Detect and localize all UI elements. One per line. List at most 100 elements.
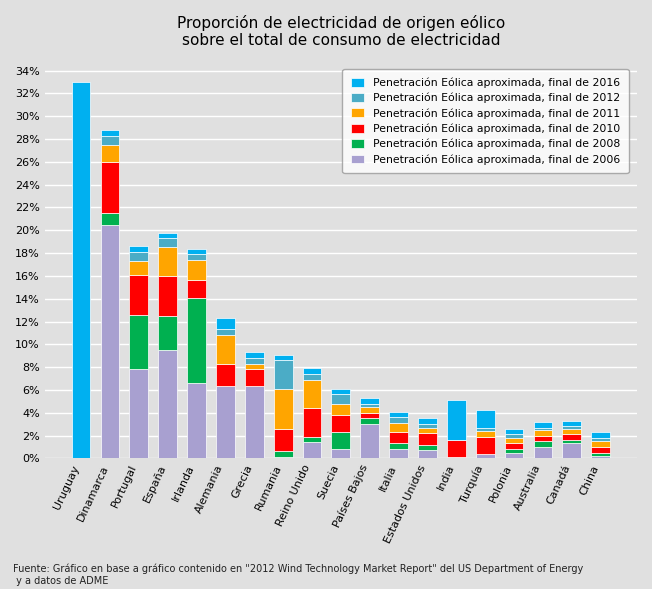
Bar: [274, 389, 293, 429]
Bar: [100, 224, 119, 458]
Bar: [476, 436, 495, 454]
Bar: [274, 457, 293, 458]
Bar: [129, 315, 148, 369]
Bar: [563, 429, 581, 434]
Bar: [100, 130, 119, 135]
Bar: [331, 449, 350, 458]
Bar: [187, 280, 206, 297]
Bar: [533, 447, 552, 458]
Bar: [418, 445, 437, 451]
Bar: [505, 452, 524, 458]
Bar: [187, 254, 206, 260]
Bar: [361, 398, 379, 403]
Bar: [331, 389, 350, 395]
Bar: [129, 369, 148, 458]
Bar: [389, 432, 408, 444]
Bar: [563, 426, 581, 429]
Bar: [187, 260, 206, 280]
Bar: [361, 424, 379, 458]
Bar: [533, 430, 552, 435]
Bar: [274, 355, 293, 360]
Bar: [389, 417, 408, 423]
Bar: [303, 380, 321, 408]
Bar: [505, 438, 524, 444]
Bar: [447, 400, 466, 440]
Bar: [158, 316, 177, 350]
Bar: [361, 418, 379, 424]
Bar: [274, 452, 293, 457]
Bar: [591, 438, 610, 441]
Bar: [303, 436, 321, 442]
Bar: [216, 318, 235, 329]
Bar: [187, 383, 206, 458]
Bar: [129, 274, 148, 315]
Bar: [476, 411, 495, 428]
Title: Proporción de electricidad de origen eólico
sobre el total de consumo de electri: Proporción de electricidad de origen eól…: [177, 15, 505, 48]
Bar: [100, 145, 119, 162]
Bar: [129, 252, 148, 261]
Bar: [245, 386, 263, 458]
Bar: [187, 297, 206, 383]
Bar: [158, 247, 177, 276]
Bar: [533, 428, 552, 430]
Bar: [303, 442, 321, 458]
Bar: [418, 428, 437, 434]
Bar: [303, 374, 321, 380]
Bar: [100, 162, 119, 213]
Bar: [245, 363, 263, 369]
Bar: [303, 408, 321, 436]
Bar: [245, 352, 263, 358]
Bar: [533, 422, 552, 428]
Bar: [476, 454, 495, 458]
Bar: [245, 369, 263, 386]
Bar: [361, 413, 379, 418]
Bar: [389, 444, 408, 449]
Bar: [533, 435, 552, 441]
Bar: [447, 457, 466, 458]
Bar: [361, 403, 379, 407]
Bar: [418, 418, 437, 424]
Bar: [187, 249, 206, 254]
Bar: [389, 412, 408, 417]
Bar: [331, 432, 350, 449]
Bar: [72, 82, 91, 458]
Bar: [505, 434, 524, 438]
Bar: [331, 415, 350, 432]
Text: Fuente: Gráfico en base a gráfico contenido en "2012 Wind Technology Market Repo: Fuente: Gráfico en base a gráfico conten…: [13, 564, 584, 586]
Bar: [216, 386, 235, 458]
Bar: [505, 444, 524, 449]
Bar: [158, 276, 177, 316]
Bar: [563, 440, 581, 444]
Bar: [216, 363, 235, 386]
Bar: [476, 428, 495, 431]
Bar: [563, 434, 581, 440]
Bar: [274, 429, 293, 452]
Bar: [591, 447, 610, 452]
Bar: [418, 424, 437, 428]
Bar: [563, 444, 581, 458]
Bar: [331, 395, 350, 403]
Bar: [274, 360, 293, 389]
Bar: [447, 440, 466, 457]
Bar: [389, 423, 408, 432]
Bar: [158, 350, 177, 458]
Bar: [303, 368, 321, 374]
Bar: [418, 434, 437, 445]
Bar: [245, 358, 263, 363]
Bar: [389, 449, 408, 458]
Bar: [591, 456, 610, 458]
Bar: [100, 135, 119, 145]
Bar: [129, 246, 148, 252]
Bar: [216, 335, 235, 363]
Legend: Penetración Eólica aproximada, final de 2016, Penetración Eólica aproximada, fin: Penetración Eólica aproximada, final de …: [342, 69, 629, 173]
Bar: [129, 261, 148, 274]
Bar: [533, 441, 552, 447]
Bar: [563, 421, 581, 426]
Bar: [158, 239, 177, 247]
Bar: [361, 407, 379, 413]
Bar: [158, 233, 177, 239]
Bar: [591, 432, 610, 438]
Bar: [591, 441, 610, 447]
Bar: [505, 429, 524, 434]
Bar: [591, 452, 610, 456]
